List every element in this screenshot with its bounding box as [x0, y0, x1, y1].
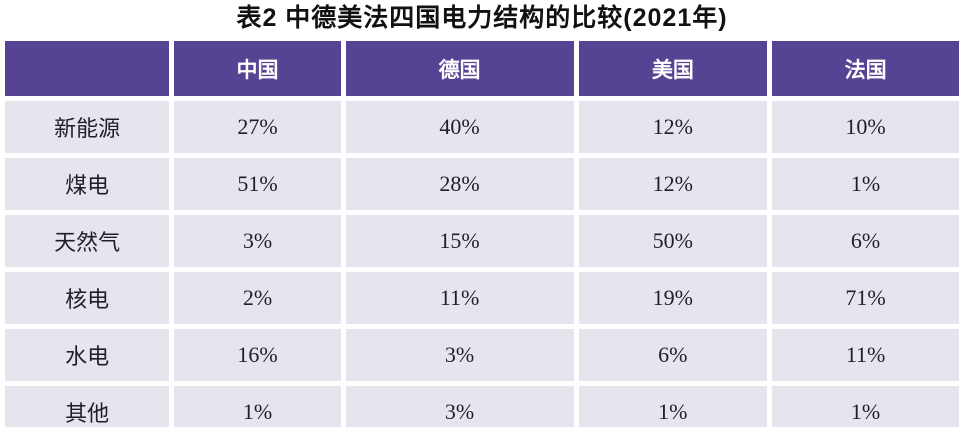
table-cell: 12% — [578, 101, 768, 153]
table-cell: 3% — [174, 215, 341, 267]
table-row-natural-gas: 天然气 3% 15% 50% 6% — [5, 215, 959, 267]
table-cell: 11% — [345, 272, 574, 324]
table-row-other: 其他 1% 3% 1% 1% — [5, 386, 959, 427]
row-label: 新能源 — [5, 101, 170, 153]
table-cell: 11% — [772, 329, 959, 381]
table-cell: 10% — [772, 101, 959, 153]
table-cell: 51% — [174, 158, 341, 210]
table-cell: 28% — [345, 158, 574, 210]
table-cell: 1% — [772, 386, 959, 427]
table-cell: 2% — [174, 272, 341, 324]
table-row-hydro: 水电 16% 3% 6% 11% — [5, 329, 959, 381]
col-header-china: 中国 — [174, 41, 341, 96]
table-row-nuclear: 核电 2% 11% 19% 71% — [5, 272, 959, 324]
table-cell: 12% — [578, 158, 768, 210]
table-row-new-energy: 新能源 27% 40% 12% 10% — [5, 101, 959, 153]
power-structure-table: 中国 德国 美国 法国 新能源 27% 40% 12% 10% 煤电 51% 2… — [0, 36, 964, 427]
table-cell: 16% — [174, 329, 341, 381]
table-cell: 6% — [772, 215, 959, 267]
row-label: 煤电 — [5, 158, 170, 210]
header-row: 中国 德国 美国 法国 — [5, 41, 959, 96]
table-cell: 27% — [174, 101, 341, 153]
col-header-germany: 德国 — [345, 41, 574, 96]
table-cell: 71% — [772, 272, 959, 324]
row-label: 天然气 — [5, 215, 170, 267]
col-header-france: 法国 — [772, 41, 959, 96]
table-cell: 50% — [578, 215, 768, 267]
table-cell: 1% — [174, 386, 341, 427]
table-cell: 1% — [772, 158, 959, 210]
row-label: 核电 — [5, 272, 170, 324]
row-label: 水电 — [5, 329, 170, 381]
table-cell: 3% — [345, 329, 574, 381]
table-cell: 1% — [578, 386, 768, 427]
corner-header-cell — [5, 41, 170, 96]
table-cell: 19% — [578, 272, 768, 324]
table-cell: 6% — [578, 329, 768, 381]
row-label: 其他 — [5, 386, 170, 427]
table-title: 表2 中德美法四国电力结构的比较(2021年) — [236, 4, 728, 32]
table-cell: 3% — [345, 386, 574, 427]
table-cell: 40% — [345, 101, 574, 153]
col-header-usa: 美国 — [578, 41, 768, 96]
table-row-coal: 煤电 51% 28% 12% 1% — [5, 158, 959, 210]
table-cell: 15% — [345, 215, 574, 267]
